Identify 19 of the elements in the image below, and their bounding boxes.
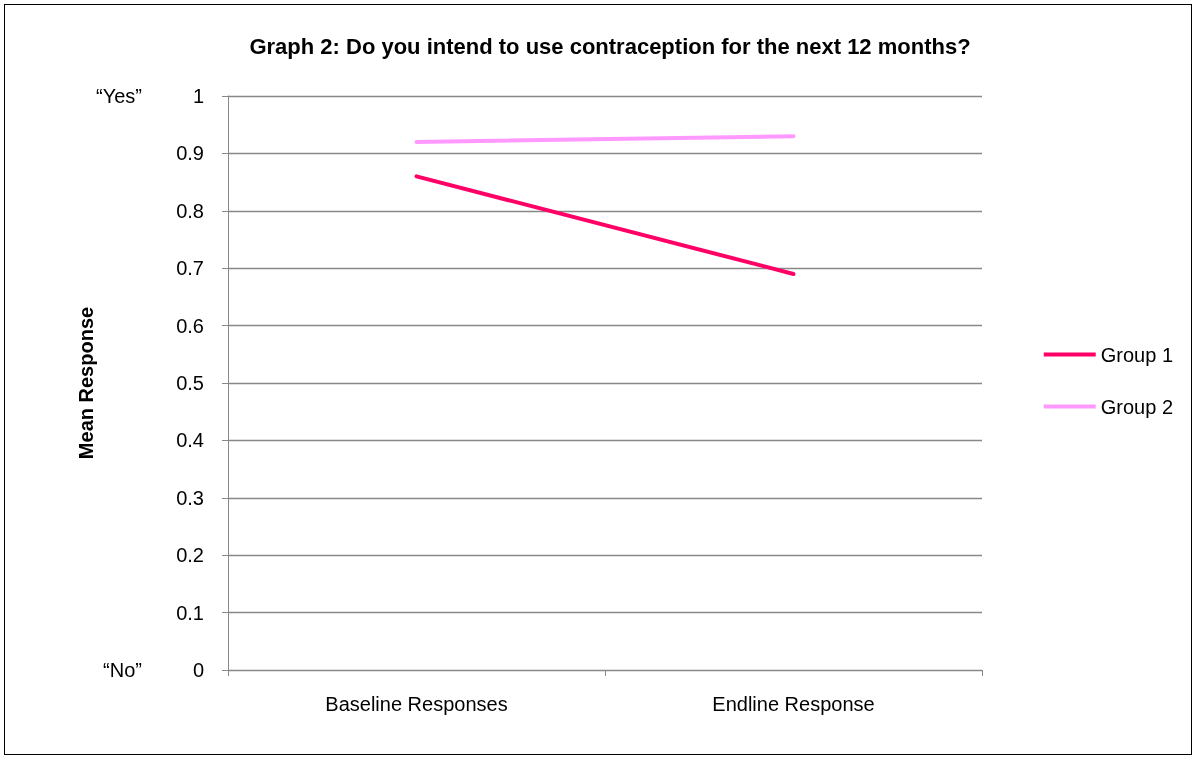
y-tick-label: 0.6 [176,314,204,337]
y-tick-label: 0.5 [176,372,204,394]
text: “Yes” [96,85,142,107]
y-tick-label: 1 [192,85,204,107]
legend-label: Group 2 [1100,395,1173,418]
x-tick-label: Baseline Responses [325,693,508,715]
y-tick-label: 0.7 [176,257,204,280]
y-tick-label: 0 [192,659,204,681]
y-tick-label: 0.3 [176,486,204,509]
y-tick-label: 0.9 [176,142,204,165]
text: “No” [103,659,142,681]
y-tick-label: 0.4 [176,429,204,452]
y-tick-label: 0.2 [176,544,204,567]
y-tick-label: 0.1 [176,601,204,624]
y-axis-title: Mean Response [75,306,97,460]
x-tick-label: Endline Response [712,693,875,715]
chart-title: Graph 2: Do you intend to use contraception for the next 12 months? [249,33,971,59]
y-tick-label: 0.8 [176,199,204,222]
legend-label: Group 1 [1100,343,1173,366]
